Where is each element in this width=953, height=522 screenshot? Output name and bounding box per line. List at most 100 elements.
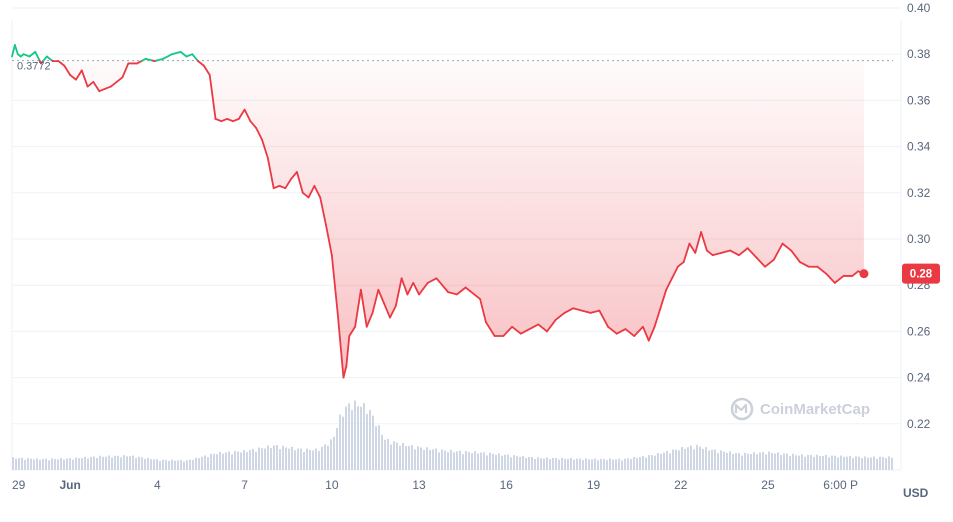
price-line-segment [365,312,374,328]
price-line-segment [226,117,234,123]
volume-bar [108,455,110,470]
volume-bar [78,458,80,470]
price-line-segment [197,60,205,67]
reference-price-label: 0.3772 [17,61,51,73]
volume-bar [66,458,68,470]
price-line-segment [851,270,860,277]
volume-bar [423,449,425,470]
price-line-segment [208,74,217,120]
volume-bar [597,460,599,470]
volume-bar [117,455,119,470]
price-line-segment [69,74,77,81]
price-line-segment [278,184,287,190]
volume-bar [249,450,251,470]
price-line-segment [563,307,575,314]
price-line-segment [360,288,368,328]
price-line-segment [799,261,810,268]
volume-bar [555,457,557,470]
volume-bar [426,447,428,470]
volume-bar [732,454,734,470]
volume-bar [570,458,572,470]
volume-bar [210,453,212,470]
price-area-fill [12,60,864,378]
price-line-segment [479,298,487,324]
price-line-segment [528,323,540,330]
volume-bar [693,449,695,470]
price-line-segment [121,62,130,79]
volume-bar [465,451,467,470]
volume-bar [237,451,239,470]
volume-bar [717,453,719,470]
volume-bar [849,455,851,470]
volume-bar [300,448,302,470]
volume-bar [744,452,746,470]
price-line-segment [781,242,793,252]
y-tick-label: 0.30 [907,232,931,246]
price-line-segment [104,85,112,90]
volume-bar [633,457,635,470]
volume-bar [177,460,179,470]
volume-bar [636,457,638,470]
volume-bar [612,459,614,470]
x-tick-label: 6:00 P [823,478,858,492]
volume-bar [33,459,35,470]
x-axis: 29 Jun 4 7 10 13 16 19 22 25 6:00 P [12,478,858,492]
x-tick-label: 16 [500,478,514,492]
volume-bar [60,458,62,470]
volume-bar [309,450,311,470]
price-line-segment [371,288,380,314]
price-line-segment [615,328,627,335]
volume-bar [861,458,863,470]
volume-bar [360,406,362,470]
x-tick-label: 22 [674,478,688,492]
price-line-segment [389,305,397,319]
volume-bar [771,453,773,470]
price-line-segment [377,288,386,305]
volume-bar [768,451,770,470]
volume-bar [696,444,698,470]
y-tick-label: 0.26 [907,324,931,338]
volume-bar [447,452,449,470]
volume-bar [129,456,131,470]
x-tick-label: 25 [761,478,775,492]
volume-bar [141,457,143,470]
price-line-segment [330,254,339,314]
volume-bar [678,450,680,470]
volume-bar [54,459,56,470]
volume-bar [303,451,305,470]
current-price-dot[interactable] [859,269,869,279]
volume-bar [681,447,683,470]
volume-bar [888,456,890,470]
volume-bar [417,446,419,470]
currency-unit-label: USD [903,486,929,500]
volume-bar [15,458,17,470]
price-line-segment [28,50,37,58]
price-line-segment [624,328,636,337]
volume-bar [420,447,422,470]
volume-bar [174,460,176,470]
volume-bar [306,448,308,470]
volume-bar [495,454,497,470]
volume-bar [699,446,701,470]
volume-bar [720,450,722,470]
volume-bar [816,454,818,470]
volume-bar [90,456,92,470]
volume-bar [387,438,389,470]
volume-bar [339,414,341,470]
volume-bar [840,455,842,470]
volume-bar [471,453,473,470]
volume-bar [561,457,563,470]
price-line-segment [115,76,124,83]
price-line-segment [676,261,685,268]
price-line[interactable] [11,44,865,379]
volume-bar [375,426,377,470]
volume-bar [378,425,380,470]
volume-bar [531,457,533,470]
volume-bar [165,459,167,470]
volume-bar [753,452,755,470]
price-line-segment [144,57,154,62]
volume-bar [453,452,455,470]
volume-bar [564,458,566,470]
volume-bar [18,458,20,470]
